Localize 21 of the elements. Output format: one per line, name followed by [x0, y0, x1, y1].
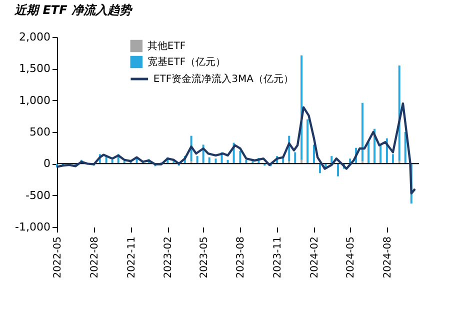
legend-label: 宽基ETF（亿元） — [147, 56, 226, 68]
legend-label: 其他ETF — [147, 40, 186, 52]
x-tick-label: 2022-11 — [126, 236, 138, 278]
x-tick-label: 2023-02 — [163, 236, 174, 278]
x-tick-label: 2024-05 — [346, 236, 357, 278]
x-tick-label: 2024-08 — [382, 236, 394, 278]
chart-title: 近期 ETF 净流入趋势 — [14, 3, 134, 17]
x-tick-label: 2022-05 — [52, 236, 64, 278]
y-tick-label: 0 — [44, 157, 50, 170]
x-tick-label: 2022-08 — [89, 236, 100, 278]
y-tick-label: 1,500 — [19, 62, 50, 76]
y-tick-label: -500 — [26, 188, 50, 202]
y-tick-label: -1,000 — [15, 220, 50, 234]
x-tick-label: 2024-02 — [309, 236, 320, 278]
y-tick-label: 1,000 — [19, 94, 50, 107]
x-tick-label: 2023-05 — [198, 236, 210, 278]
x-tick-label: 2023-08 — [236, 236, 247, 278]
y-tick-label: 2,000 — [19, 30, 50, 44]
x-tick-label: 2023-11 — [272, 236, 284, 278]
legend-label: ETF资金流净流入3MA（亿元） — [153, 73, 294, 85]
y-tick-label: 500 — [30, 126, 50, 138]
